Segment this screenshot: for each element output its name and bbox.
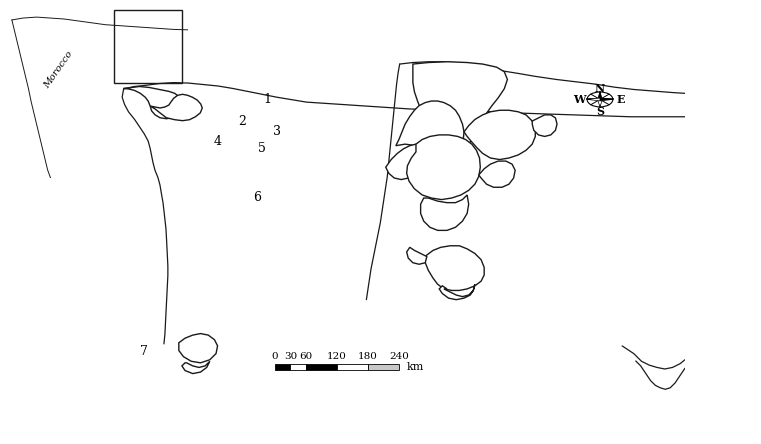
- Polygon shape: [123, 87, 183, 119]
- Polygon shape: [597, 92, 603, 99]
- Polygon shape: [182, 361, 210, 373]
- Text: 30: 30: [284, 352, 297, 361]
- Polygon shape: [413, 62, 508, 147]
- Polygon shape: [532, 115, 557, 136]
- Text: 5: 5: [258, 142, 266, 155]
- Polygon shape: [150, 94, 202, 121]
- Text: N: N: [595, 83, 605, 94]
- Bar: [113, 11, 183, 83]
- Bar: [275, 364, 291, 369]
- Text: 7: 7: [140, 345, 148, 358]
- Polygon shape: [600, 98, 613, 101]
- Text: 2: 2: [239, 115, 247, 128]
- Text: Morocco: Morocco: [42, 50, 75, 90]
- Text: 6: 6: [253, 191, 261, 204]
- Text: 240: 240: [389, 352, 409, 361]
- Text: km: km: [407, 362, 425, 372]
- Text: S: S: [596, 106, 604, 117]
- Polygon shape: [464, 110, 535, 159]
- Text: 4: 4: [214, 135, 222, 148]
- Polygon shape: [425, 246, 484, 290]
- Text: E: E: [616, 94, 625, 105]
- Bar: [337, 364, 368, 369]
- Bar: [368, 364, 399, 369]
- Text: 0: 0: [272, 352, 279, 361]
- Polygon shape: [406, 135, 480, 200]
- Bar: [306, 364, 337, 369]
- Polygon shape: [421, 195, 469, 230]
- Text: 180: 180: [358, 352, 377, 361]
- Text: W: W: [573, 94, 585, 105]
- Bar: [291, 364, 306, 369]
- Polygon shape: [587, 98, 600, 101]
- Text: 120: 120: [327, 352, 347, 361]
- Polygon shape: [406, 247, 427, 264]
- Text: 3: 3: [273, 125, 281, 138]
- Polygon shape: [386, 144, 424, 179]
- Polygon shape: [479, 161, 515, 187]
- Text: 1: 1: [263, 93, 271, 106]
- Polygon shape: [597, 99, 603, 107]
- Text: 60: 60: [299, 352, 313, 361]
- Polygon shape: [439, 284, 475, 300]
- Polygon shape: [179, 333, 218, 363]
- Polygon shape: [396, 101, 464, 152]
